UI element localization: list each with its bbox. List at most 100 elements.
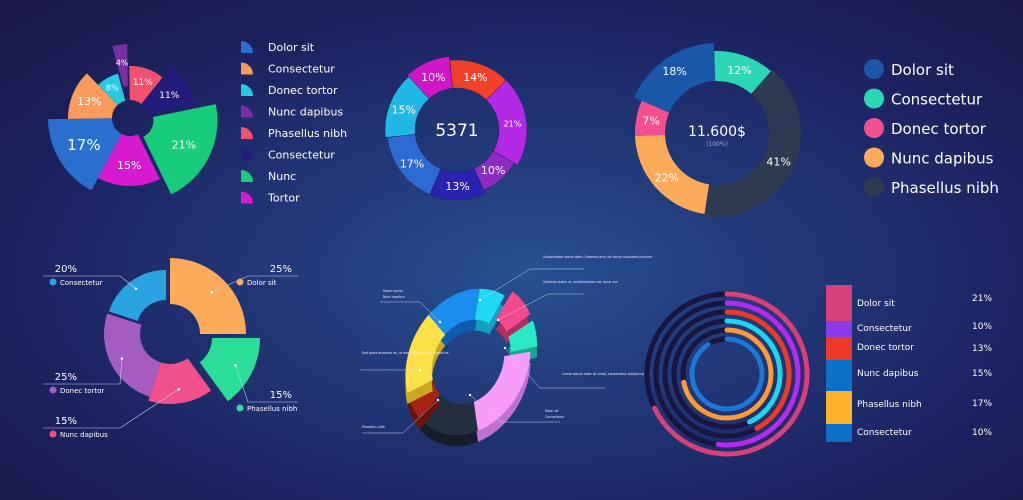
donut-slice-label: 21%: [504, 119, 522, 128]
legend-color-bar: [826, 338, 852, 360]
legend-swatch-icon: [241, 62, 253, 75]
leader-dot: [120, 357, 124, 360]
legend-label: Consectetur: [268, 63, 335, 76]
donut-slice: [635, 134, 710, 215]
legend-label: Phasellus nibh: [857, 400, 922, 410]
legend-label: Nunc dapibus: [60, 431, 108, 439]
legend-percent: 21%: [972, 294, 992, 304]
donut-slice: [199, 338, 260, 402]
leader-line: [469, 394, 560, 423]
legend-percent: 13%: [972, 344, 992, 354]
donut-slice-label: 7%: [642, 115, 659, 128]
rose-chart-legend: Dolor sit Consectetur Donec tortor Nunc dap…: [241, 41, 347, 205]
legend-swatch-icon: [241, 191, 253, 204]
radial-rings-legend: Dolor sit 21% Consectetur 10% Donec tortor 13…: [826, 285, 992, 442]
rose-slice-label: 13%: [77, 95, 101, 108]
leader-dot: [134, 287, 138, 291]
rose-slice-label: 11%: [159, 91, 179, 101]
donut-slice-label: 15%: [392, 104, 416, 117]
donut-slice-label: 10%: [421, 71, 445, 84]
legend-swatch-icon: [241, 41, 253, 53]
legend-dot-icon: [49, 430, 57, 438]
rose-slice-label: 8%: [106, 84, 119, 93]
leader-dot: [438, 320, 442, 324]
legend-swatch-icon: [241, 105, 253, 118]
donut-slice: [714, 50, 772, 94]
leader-dot: [418, 368, 422, 372]
rose-chart: 17% 13% 8% 4% 11% 11% 21% 15%: [48, 44, 218, 195]
legend-color-bar: [826, 360, 852, 391]
ring-segment: [508, 320, 538, 352]
ring-segment: [474, 288, 505, 324]
legend-dot-icon: [864, 118, 884, 138]
donut-slice: [384, 76, 430, 138]
rose-slice-label: 4%: [116, 59, 129, 68]
legend-swatch-icon: [241, 148, 253, 161]
legend-dot-icon: [864, 177, 884, 197]
slice-percent: 15%: [270, 390, 292, 401]
legend-label: Donec tortor: [891, 120, 987, 138]
legend-label: Phasellus nibh: [247, 405, 297, 413]
legend-swatch-icon: [241, 84, 253, 96]
leader-line: [497, 293, 584, 321]
legend-color-bar: [826, 321, 852, 338]
legend-label: Consectetur: [891, 91, 983, 109]
legend-label: Donec tortor: [60, 387, 104, 395]
leader-dot: [210, 290, 214, 294]
donut-slice-label: 12%: [727, 64, 751, 77]
legend-dot-icon: [864, 59, 884, 79]
legend-percent: 17%: [972, 399, 992, 409]
annotation-text: Lorem ipsum dolor sit amet, consectetur …: [562, 372, 651, 376]
3d-ring-body: [405, 288, 538, 447]
legend-dot-icon: [236, 404, 244, 412]
legend-percent: 10%: [972, 322, 992, 332]
leader-dot: [468, 393, 472, 397]
ring-arc: [689, 336, 765, 412]
exploded-donut-chart: 25% Dolor sit 15% Phasellus nibh 15% Nunc dap…: [43, 258, 298, 439]
legend-swatch-icon: [241, 127, 253, 139]
legend-label: Dolor sit: [268, 41, 315, 54]
3d-ring-chart: Suspendisse varius diam. Vivamus arcu ve…: [360, 255, 653, 447]
donut-slice: [108, 270, 166, 321]
rose-slice-label: 21%: [172, 138, 196, 151]
donut-slice-label: 13%: [445, 180, 469, 193]
annotation-text: Consectetur: [545, 415, 565, 419]
legend-label: Nunc dapibus: [857, 369, 919, 379]
legend-label: Consectetur: [60, 279, 103, 287]
ring-segment: [428, 288, 480, 335]
legend-label: Consectetur: [857, 324, 912, 334]
rose-slice: [98, 73, 126, 106]
donut-slice-label: 14%: [463, 71, 487, 84]
leader-line: [504, 347, 605, 389]
rose-slice: [129, 65, 163, 104]
donut-slice: [148, 358, 212, 404]
leader-line: [235, 365, 298, 403]
leader-line: [43, 275, 137, 289]
donut-slice: [704, 69, 801, 217]
donut-center-subvalue: (100%): [706, 141, 728, 148]
legend-label: Tortor: [267, 192, 300, 205]
ring-arc: [724, 309, 792, 431]
rose-slice: [112, 44, 128, 87]
leader-dot: [496, 318, 500, 322]
legend-label: Nunc: [268, 170, 296, 183]
rose-slice: [141, 66, 195, 115]
legend-label: Consectetur: [268, 149, 335, 162]
slice-percent: 15%: [55, 416, 77, 427]
ring-segment: [495, 291, 531, 332]
annotation-text: Dolor sit: [545, 409, 559, 413]
legend-label: Dolor sit: [891, 61, 954, 79]
donut-center-value: 5371: [435, 121, 478, 141]
rose-slice: [143, 104, 218, 195]
annotation-text: Phasellus nibh: [362, 425, 385, 429]
legend-color-bar: [826, 424, 852, 442]
donut-chart-11600: 12% 41% 22% 7% 18% 11.600$(100%): [634, 43, 801, 217]
donut-slice-label: 18%: [662, 65, 686, 78]
leader-line: [43, 358, 123, 385]
legend-label: Dolor sit: [247, 279, 277, 287]
ring-arc: [681, 327, 774, 421]
slice-percent: 20%: [55, 264, 77, 275]
slice-percent: 25%: [55, 372, 77, 383]
rose-slice-label: 15%: [117, 159, 141, 172]
